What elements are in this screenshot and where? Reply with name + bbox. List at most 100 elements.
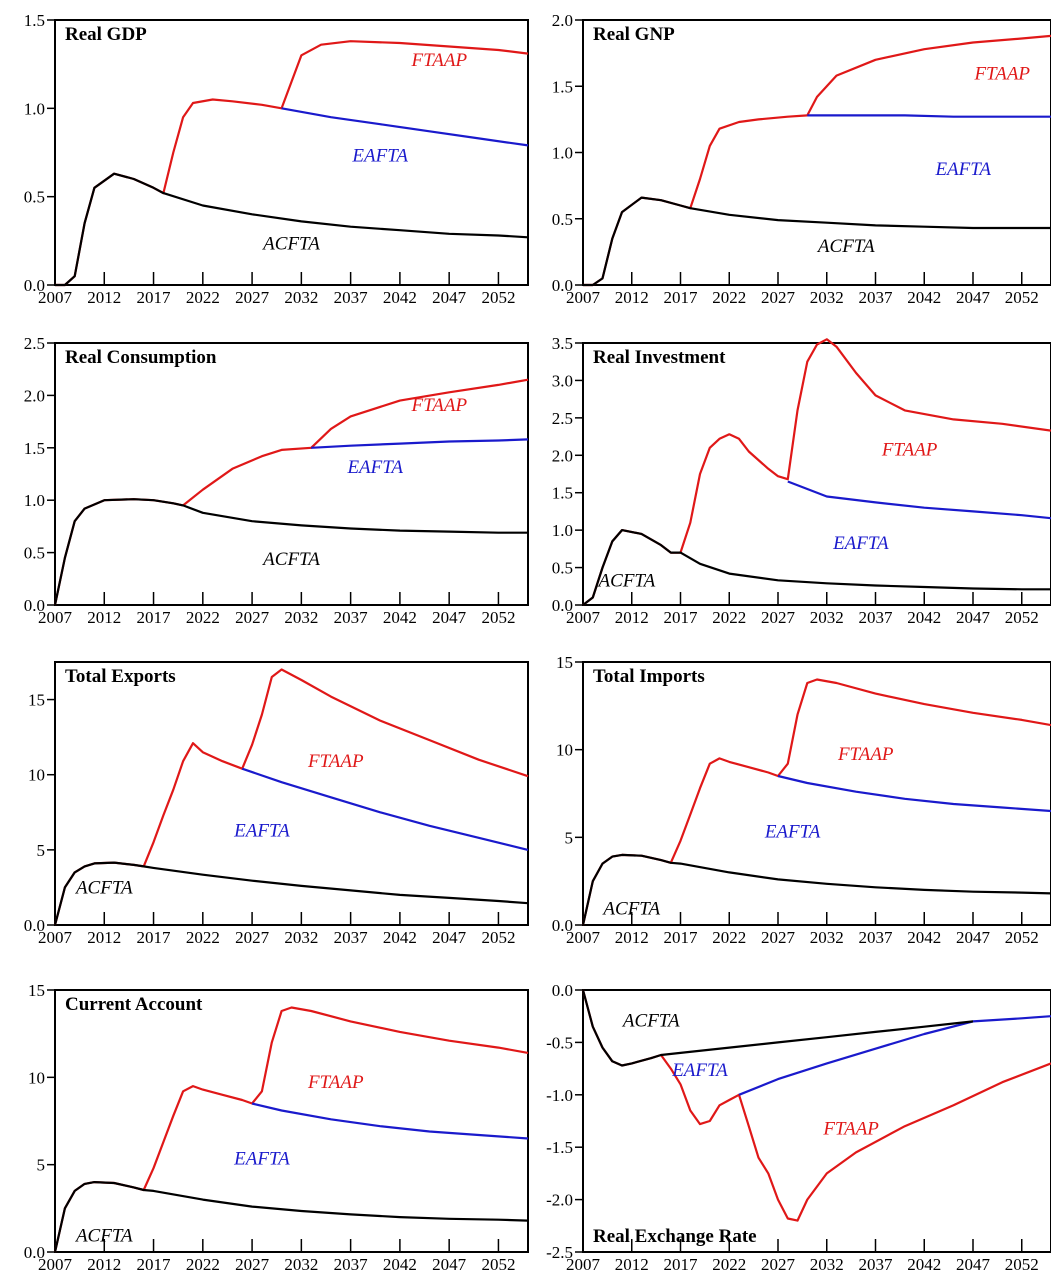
series-label-acfta: ACFTA [601, 898, 660, 919]
y-tick-label: 3.5 [552, 334, 573, 353]
x-tick-label: 2052 [1005, 928, 1039, 947]
x-tick-label: 2052 [1005, 608, 1039, 627]
x-tick-label: 2022 [186, 928, 220, 947]
series-label-acfta: ACFTA [74, 877, 133, 898]
x-tick-label: 2022 [712, 608, 746, 627]
y-tick-label: 5 [565, 828, 574, 847]
y-tick-label: -2.5 [546, 1243, 573, 1262]
x-tick-label: 2052 [481, 288, 515, 307]
series-label-eafta: EAFTA [351, 145, 408, 166]
x-tick-label: 2052 [1005, 1255, 1039, 1274]
y-tick-label: 1.5 [552, 77, 573, 96]
x-tick-label: 2047 [432, 928, 467, 947]
x-tick-label: 2047 [956, 288, 991, 307]
series-line-eafta [777, 774, 1051, 813]
panel-title: Current Account [65, 994, 203, 1015]
plot-frame [54, 342, 529, 606]
series-label-eafta: EAFTA [346, 457, 403, 478]
y-tick-label: 2.0 [552, 446, 573, 465]
series-label-acfta: ACFTA [261, 234, 320, 255]
series-label-ftaap: FTAAP [411, 395, 468, 416]
x-tick-label: 2037 [334, 928, 369, 947]
series-label-acfta: ACFTA [261, 549, 320, 570]
series-label-ftaap: FTAAP [411, 50, 468, 71]
y-tick-label: 1.0 [24, 491, 45, 510]
y-tick-label: 10 [28, 1068, 45, 1087]
x-tick-label: 2047 [956, 928, 991, 947]
series-label-eafta: EAFTA [764, 821, 821, 842]
x-tick-label: 2007 [566, 928, 601, 947]
series-line-eafta [787, 480, 1051, 520]
plot-frame [54, 661, 529, 926]
x-tick-label: 2022 [186, 288, 220, 307]
x-tick-label: 2022 [712, 1255, 746, 1274]
x-tick-label: 2047 [956, 1255, 991, 1274]
y-tick-label: 0.5 [552, 210, 573, 229]
x-tick-label: 2017 [137, 608, 172, 627]
x-tick-label: 2037 [334, 288, 369, 307]
series-label-ftaap: FTAAP [822, 1119, 879, 1140]
series-line-acfta [55, 172, 529, 287]
x-tick-label: 2052 [481, 928, 515, 947]
x-tick-label: 2017 [137, 1255, 172, 1274]
x-tick-label: 2027 [235, 288, 270, 307]
series-line-ftaap [53, 1006, 529, 1253]
series-label-acfta: ACFTA [597, 570, 656, 591]
y-tick-label: 0.0 [24, 916, 45, 935]
series-line-ftaap [582, 338, 1051, 606]
series-line-eafta [311, 438, 529, 449]
y-tick-label: -0.5 [546, 1033, 573, 1052]
series-line-eafta [241, 767, 529, 851]
x-tick-label: 2017 [137, 288, 172, 307]
x-tick-label: 2052 [1005, 288, 1039, 307]
y-tick-label: 0.0 [24, 596, 45, 615]
series-line-eafta [738, 1015, 1051, 1096]
series-line-acfta [583, 196, 1051, 287]
plot-frame [582, 661, 1051, 926]
series-label-eafta: EAFTA [233, 820, 290, 841]
plot-frame [54, 19, 529, 286]
x-tick-label: 2032 [810, 608, 844, 627]
panel-title: Real Exchange Rate [593, 1226, 757, 1247]
y-tick-label: 2.0 [24, 386, 45, 405]
x-tick-label: 2052 [481, 608, 515, 627]
y-tick-label: 15 [28, 691, 45, 710]
y-tick-label: 0.0 [24, 276, 45, 295]
series-label-acfta: ACFTA [74, 1226, 133, 1247]
x-tick-label: 2042 [383, 288, 417, 307]
x-tick-label: 2017 [664, 608, 699, 627]
plot-frame [54, 989, 529, 1253]
y-tick-label: 15 [28, 981, 45, 1000]
y-tick-label: 0.0 [552, 916, 573, 935]
y-tick-label: 1.5 [24, 11, 45, 30]
x-tick-label: 2012 [615, 288, 649, 307]
series-line-ftaap [581, 678, 1051, 926]
x-tick-label: 2032 [810, 928, 844, 947]
y-tick-label: 1.0 [552, 144, 573, 163]
series-line-eafta [807, 114, 1051, 118]
y-tick-label: -2.0 [546, 1191, 573, 1210]
y-tick-label: 1.5 [552, 484, 573, 503]
panel-real-gnp: 0.0 0.5 1.0 1.5 2.0 2007 2012 2017 2022 2027 2032 2… [552, 11, 1051, 307]
panel-title: Real GDP [65, 24, 147, 45]
x-tick-label: 2037 [334, 1255, 369, 1274]
x-tick-label: 2032 [810, 288, 844, 307]
x-tick-label: 2007 [38, 288, 73, 307]
x-tick-label: 2027 [235, 608, 270, 627]
x-tick-label: 2022 [712, 928, 746, 947]
x-tick-label: 2037 [859, 288, 894, 307]
panel-real-investment: 0.0 0.5 1.0 1.5 2.0 2.5 3.0 3.5 2007 2012 2017 2022… [552, 334, 1051, 627]
x-tick-label: 2042 [383, 608, 417, 627]
x-tick-label: 2042 [907, 1255, 941, 1274]
x-tick-label: 2037 [334, 608, 369, 627]
y-tick-label: 10 [556, 741, 573, 760]
x-tick-label: 2027 [761, 928, 796, 947]
series-label-ftaap: FTAAP [837, 744, 894, 765]
x-tick-label: 2012 [87, 288, 121, 307]
x-tick-label: 2027 [761, 288, 796, 307]
x-tick-label: 2007 [38, 608, 73, 627]
x-tick-label: 2042 [383, 1255, 417, 1274]
y-tick-label: 15 [556, 653, 573, 672]
y-tick-label: 1.0 [24, 99, 45, 118]
panel-title: Total Exports [65, 666, 176, 687]
